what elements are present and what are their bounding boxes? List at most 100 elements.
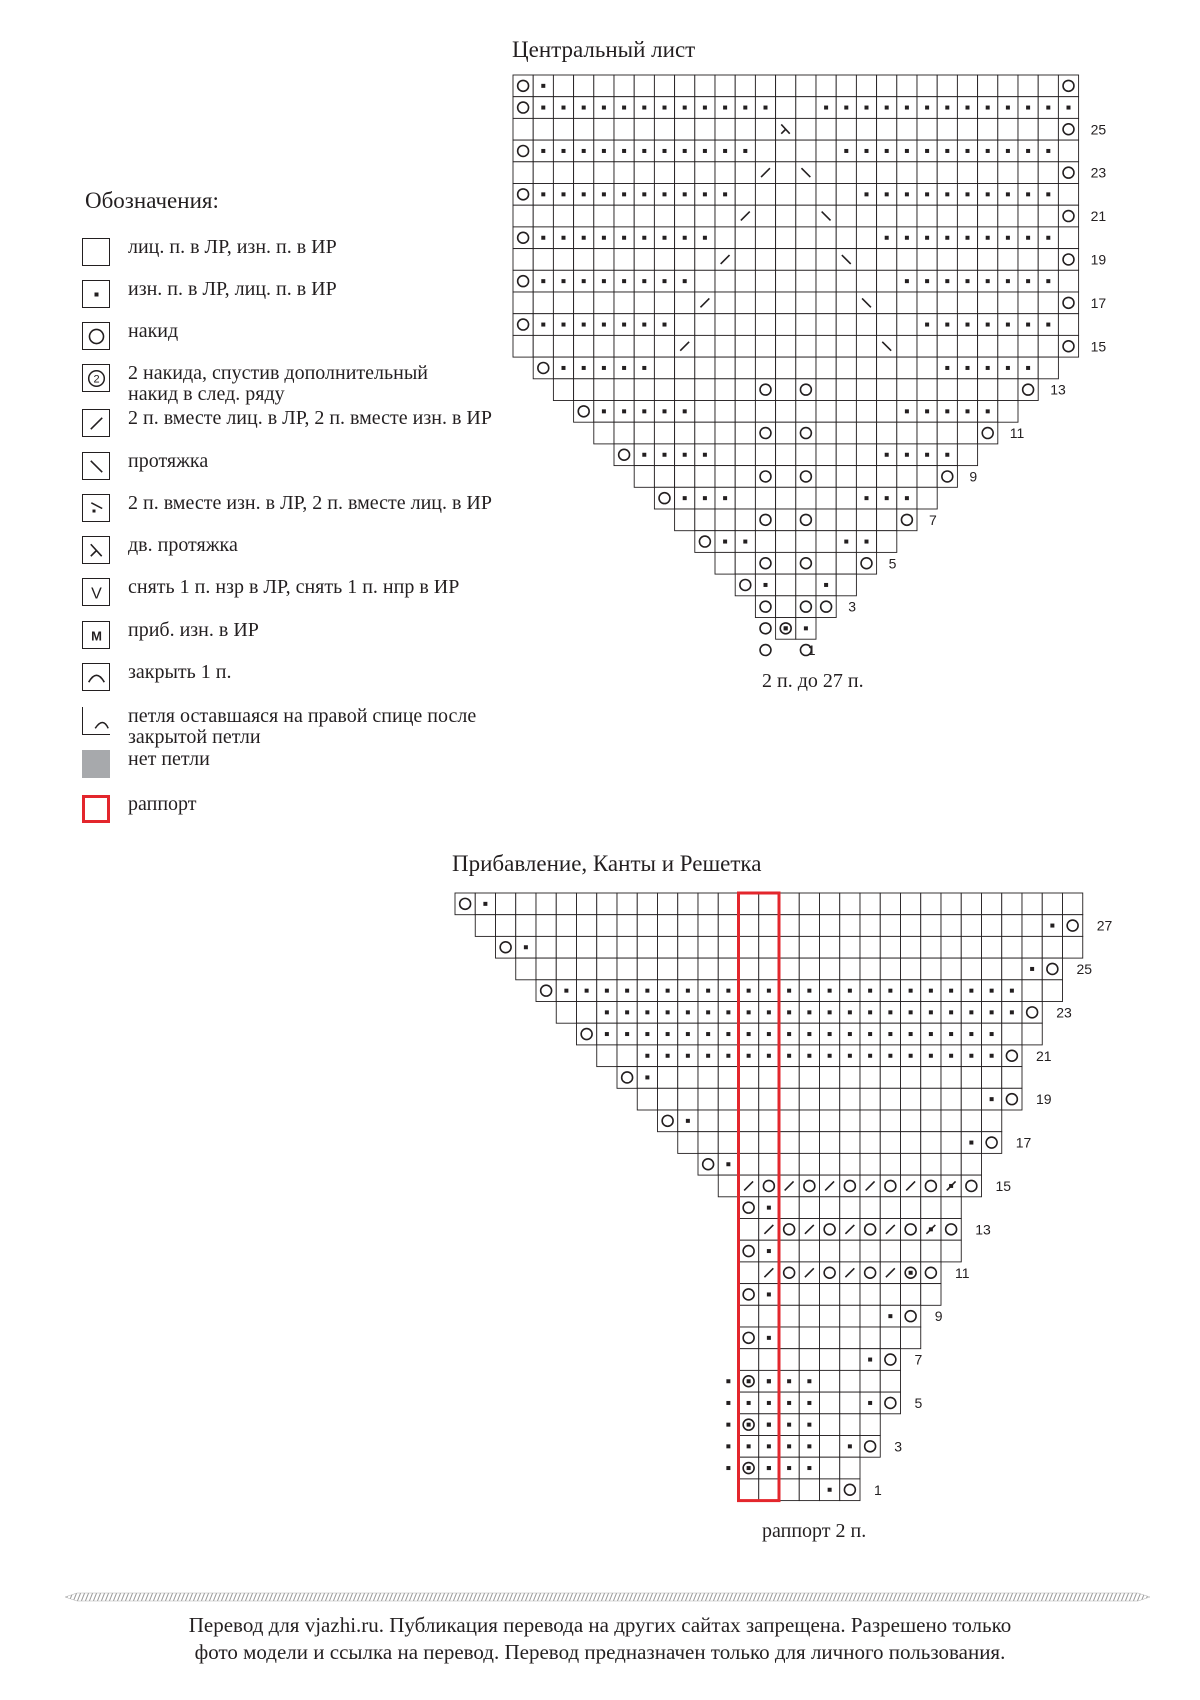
purl-dot-icon: [561, 148, 566, 153]
chart2-cell: [576, 914, 598, 937]
chart2-cell: [819, 1304, 841, 1328]
chart2-cell: [1021, 892, 1043, 916]
chart2-row-number: 25: [1077, 961, 1093, 977]
legend-item-label: накид: [128, 320, 179, 342]
k2tog-icon: [784, 1180, 795, 1191]
chart2-cell: [738, 1196, 760, 1219]
chart2-cell: [576, 892, 598, 916]
purl-dot-icon: [723, 539, 728, 544]
purl-dot-icon: [864, 192, 869, 197]
purl-dot-icon: [665, 1053, 670, 1058]
yarn-over-icon: [742, 1331, 755, 1345]
chart2-cell: [1001, 935, 1023, 959]
chart2-row-number: 21: [1036, 1048, 1052, 1064]
chart2-cell: [555, 914, 577, 937]
k2tog-icon: [763, 1267, 774, 1278]
chart2-cell: [535, 892, 557, 916]
purl-dot-icon: [965, 322, 970, 327]
chart2-cell: [839, 1413, 861, 1436]
chart2-cell: [596, 935, 618, 959]
purl-dot-icon: [945, 365, 950, 370]
chart2-cell: [981, 957, 1003, 981]
chart2-grid: [454, 892, 1084, 1502]
chart2-cell: [1001, 1087, 1023, 1111]
chart2-cell: [616, 957, 638, 981]
chart2-cell: [920, 1131, 942, 1154]
yarn-over-icon: [661, 1114, 674, 1128]
purl-dot-icon: [888, 1053, 893, 1058]
purl-dot-icon: [561, 365, 566, 370]
chart2-cell: [798, 1109, 820, 1133]
chart2-row-number: 7: [915, 1352, 923, 1368]
chart2-cell: [940, 1131, 962, 1154]
chart2-cell: [778, 1478, 800, 1502]
purl-dot-icon: [945, 192, 950, 197]
purl-dot-icon: [1026, 365, 1031, 370]
chart2-cell: [859, 1087, 881, 1111]
chart2-cell: [758, 1109, 780, 1133]
repeat-frame: [737, 891, 781, 1503]
purl-dot-icon: [622, 105, 627, 110]
purl-dot-icon: [1046, 322, 1051, 327]
chart2-cell: [738, 914, 760, 937]
purl-dot-icon: [726, 1400, 731, 1405]
chart2-cell: [940, 935, 962, 959]
chart2-cell: [940, 914, 962, 937]
purl-dot-icon: [601, 409, 606, 414]
purl-dot-icon: [884, 105, 889, 110]
chart1-row-number: 15: [1091, 338, 1107, 354]
purl-dot-icon: [985, 322, 990, 327]
purl-dot-icon: [645, 1075, 650, 1080]
chart2-cell: [900, 1066, 922, 1089]
purl-dot-icon: [827, 1010, 832, 1015]
yarn-over-icon: [759, 556, 772, 570]
yarn-over-icon: [516, 274, 530, 288]
chart2-cell: [657, 1066, 679, 1089]
purl-dot-icon: [581, 148, 586, 153]
double-decrease-leg: [90, 549, 98, 557]
purl-dot-icon: [685, 1010, 690, 1015]
chart2-cell: [758, 957, 780, 981]
legend-item-yo2: 2 2 накида, спустив дополнительный накид …: [82, 363, 602, 405]
purl-dot-icon: [682, 279, 687, 284]
purl-dot-icon: [1026, 192, 1031, 197]
chart2-cell: [819, 1261, 841, 1285]
chart2-cell: [778, 1348, 800, 1371]
double-decrease-icon: [90, 543, 103, 557]
purl-dot-icon: [625, 1010, 630, 1015]
purl-dot-icon: [945, 409, 950, 414]
chart2-cell: [879, 957, 901, 981]
chart2-cell: [960, 957, 982, 981]
chart2-cell: [596, 957, 618, 981]
chart1-cell: [956, 443, 979, 467]
chart2-cell: [879, 1196, 901, 1219]
chart1-caption: 2 п. до 27 п.: [762, 670, 864, 692]
chart2-cell: [798, 1087, 820, 1111]
chart2-cell: [657, 892, 679, 916]
k2tog-icon: [905, 1180, 916, 1191]
chart2-cell: [738, 1218, 760, 1241]
purl-dot-icon: [989, 1053, 994, 1058]
chart2-cell: [819, 1196, 841, 1219]
chart1-title: Центральный лист: [512, 37, 696, 62]
yarn-over-icon: [537, 361, 550, 375]
chart2-cell: [697, 1131, 719, 1154]
chart2-cell: [1041, 935, 1063, 959]
empty-symbol-icon: [82, 238, 110, 266]
chart2-cell: [738, 1109, 760, 1133]
purl-dot-icon: [925, 148, 930, 153]
legend-item-label: изн. п. в ЛР, лиц. п. в ИР: [128, 278, 337, 300]
purl-dot-icon: [94, 292, 99, 297]
yarn-over-icon: [823, 1223, 836, 1236]
purl-dot-icon: [1005, 365, 1010, 370]
repeat-symbol-icon: [82, 795, 110, 823]
chart2-cell: [900, 935, 922, 959]
chart2-cell: [738, 1283, 760, 1306]
purl-dot-icon: [969, 1032, 974, 1037]
k2tog-icon: [90, 417, 103, 430]
chart2-cell: [677, 1066, 699, 1089]
chart2-cell: [900, 892, 922, 916]
purl-dot-icon: [807, 1466, 812, 1471]
chart2-cell: [738, 935, 760, 959]
purl-dot-icon: [622, 192, 627, 197]
